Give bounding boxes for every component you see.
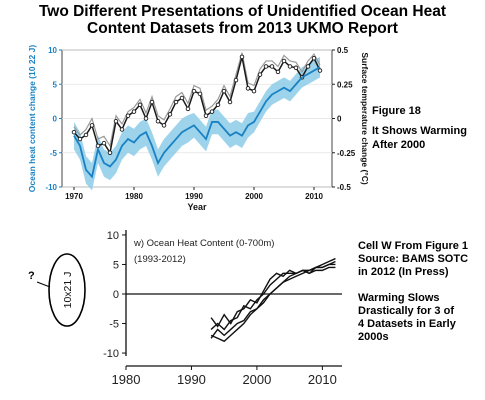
- tick-label-left: 5: [53, 80, 58, 89]
- tick-label-right: 0.25: [337, 80, 353, 89]
- tick-label-x-2: 2010: [308, 372, 337, 387]
- surface-temperature-point: [143, 116, 149, 121]
- surface-temperature-point: [185, 106, 191, 112]
- surface-temperature-point: [83, 132, 89, 138]
- surface-temperature-point: [233, 77, 239, 83]
- tick-label-x: 2000: [245, 192, 263, 201]
- chart-2-title: w) Ocean Heat Content (0-700m): [133, 238, 274, 249]
- surface-temperature-point: [155, 118, 161, 124]
- annotation-slows-line-1: Warming Slows: [358, 292, 440, 304]
- tick-label-x: 1980: [125, 192, 143, 201]
- tick-label-x: 1970: [65, 192, 83, 201]
- surface-temperature-point: [89, 123, 95, 128]
- surface-temperature-point: [167, 112, 173, 117]
- surface-temperature-point: [221, 88, 227, 94]
- ocean-heat-series-3: [210, 260, 336, 339]
- y-axis-label-right: Surface temperature change (°C): [360, 52, 370, 185]
- tick-label-x: 2010: [305, 192, 323, 201]
- surface-temperature-point: [107, 150, 113, 155]
- ocean-heat-series-1: [210, 266, 336, 328]
- surface-temperature-point: [137, 102, 143, 108]
- surface-temperature-point: [293, 65, 299, 71]
- surface-temperature-point: [101, 140, 107, 146]
- surface-temperature-point: [113, 118, 119, 124]
- surface-temperature-point: [227, 99, 233, 105]
- tick-label-right: -0.25: [337, 149, 356, 158]
- surface-temperature-point: [317, 68, 323, 73]
- title-line-1: Two Different Presentations of Unidentif…: [38, 3, 447, 20]
- tick-label-left-2: -10: [103, 348, 119, 360]
- chart-2-subtitle: (1993-2012): [134, 254, 186, 265]
- tick-label-x: 1990: [185, 192, 203, 201]
- surface-temperature-point: [161, 123, 167, 128]
- surface-temperature-point: [119, 127, 125, 132]
- surface-temperature-point: [245, 86, 251, 91]
- y-axis-label-2: 10x21 J: [62, 272, 74, 309]
- annotation-slows-line-4: 2000s: [358, 331, 389, 343]
- tick-label-left: -10: [45, 183, 57, 192]
- surface-temperature-point: [149, 99, 155, 105]
- annotation-figure-18: Figure 18: [372, 105, 421, 117]
- tick-label-right: -0.5: [337, 183, 351, 192]
- surface-temperature-point: [203, 113, 209, 119]
- surface-temperature-point: [191, 88, 197, 94]
- tick-label-left: 0: [53, 115, 58, 124]
- tick-label-x-2: 1990: [177, 372, 206, 387]
- surface-temperature-point: [131, 109, 137, 114]
- surface-temperature-point: [71, 129, 77, 135]
- tick-label-left-2: 10: [107, 230, 119, 242]
- surface-temperature-point: [311, 55, 317, 61]
- surface-temperature-point: [269, 64, 275, 69]
- tick-label-left-2: 5: [113, 259, 119, 271]
- surface-temperature-point: [257, 72, 263, 77]
- surface-temperature-point: [263, 64, 269, 69]
- annotation-slows-line-3: 4 Datasets in Early: [358, 318, 456, 330]
- annotation-source-line-2: Source: BAMS SOTC: [358, 253, 469, 265]
- surface-temperature-point: [173, 99, 179, 105]
- surface-temperature-point: [125, 113, 131, 119]
- question-pointer: [36, 281, 51, 288]
- tick-label-right: 0: [337, 115, 342, 124]
- tick-label-left-2: -5: [109, 319, 119, 331]
- tick-label-right: 0.5: [337, 46, 349, 55]
- surface-temperature-point: [287, 64, 293, 69]
- surface-temperature-point: [275, 69, 281, 75]
- surface-temperature-point: [215, 102, 221, 108]
- surface-temperature-point: [197, 91, 203, 97]
- question-mark: ?: [28, 270, 35, 282]
- ocean-heat-uncertainty-band: [74, 56, 320, 191]
- tick-label-left-2: 0: [113, 289, 119, 301]
- tick-label-left: 10: [48, 46, 57, 55]
- ocean-heat-series-4: [210, 257, 336, 343]
- surface-temperature-point: [305, 64, 311, 69]
- tick-label-left: -5: [50, 149, 58, 158]
- annotation-warming-line-2: After 2000: [372, 139, 426, 151]
- tick-label-x-2: 2000: [242, 372, 271, 387]
- surface-temperature-point: [179, 95, 185, 101]
- surface-temperature-point: [239, 54, 245, 60]
- ocean-heat-content-line: [73, 66, 321, 179]
- annotation-warming-line-1: It Shows Warming: [372, 125, 467, 137]
- ocean-heat-series-2: [210, 263, 336, 331]
- annotation-source-line-3: in 2012 (In Press): [358, 266, 449, 278]
- surface-temperature-point: [209, 109, 215, 114]
- x-axis-label: Year: [187, 202, 207, 212]
- y-axis-label-left: Ocean heat content change (10 22 J): [27, 45, 37, 193]
- surface-temperature-point: [281, 58, 287, 64]
- title-line-2: Content Datasets from 2013 UKMO Report: [87, 20, 398, 37]
- circled-y-label-oval: [48, 253, 86, 327]
- surface-temperature-point: [77, 136, 83, 142]
- surface-temperature-point: [251, 88, 257, 94]
- tick-label-x-2: 1980: [112, 372, 141, 387]
- annotation-source-line-1: Cell W From Figure 1: [358, 240, 469, 252]
- annotation-slows-line-2: Drastically for 3 of: [358, 305, 454, 317]
